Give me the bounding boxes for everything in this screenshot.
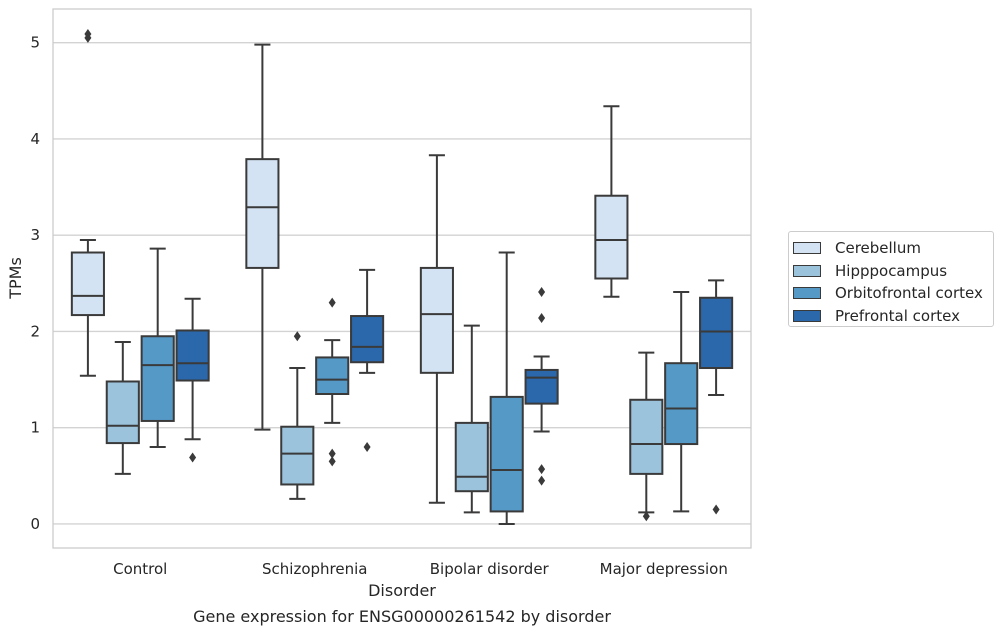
x-tick-label: Control (113, 560, 167, 578)
y-tick-label: 3 (30, 226, 40, 244)
box-group (594, 105, 629, 298)
box-group (280, 331, 315, 500)
outlier-point (328, 297, 336, 308)
box-group (350, 268, 385, 452)
box (629, 398, 664, 475)
x-tick-label: Major depression (600, 560, 728, 578)
y-tick-label: 5 (30, 34, 40, 52)
legend-label: Hipppocampus (835, 261, 948, 280)
box-group (140, 247, 175, 448)
outlier-point (293, 331, 301, 342)
outlier-point (712, 504, 720, 515)
box (419, 266, 454, 374)
box-group (70, 29, 105, 377)
box (524, 368, 559, 405)
outlier-point (84, 29, 92, 40)
legend-item: Prefrontal cortex (793, 305, 993, 328)
box-group (489, 251, 524, 525)
box (699, 296, 734, 370)
box (280, 425, 315, 486)
box (70, 251, 105, 317)
legend-swatch (793, 242, 821, 255)
legend-swatch (793, 264, 821, 277)
legend-label: Cerebellum (835, 239, 921, 258)
outlier-point (642, 511, 650, 522)
box-group (175, 297, 210, 463)
x-tick-label: Bipolar disorder (430, 560, 550, 578)
box (105, 380, 140, 445)
box (454, 421, 489, 493)
box (175, 329, 210, 382)
x-axis-title: Disorder (368, 581, 436, 600)
outlier-point (538, 286, 546, 297)
outlier-point (189, 452, 197, 463)
box-group (454, 324, 489, 514)
x-tick-label: Schizophrenia (262, 560, 367, 578)
box (140, 335, 175, 422)
y-tick-label: 0 (30, 515, 40, 533)
box (350, 315, 385, 364)
box-group (699, 279, 734, 515)
legend-label: Orbitofrontal cortex (835, 284, 983, 303)
box-group (664, 290, 699, 513)
gridlines (53, 42, 751, 525)
box (664, 362, 699, 446)
x-tick-labels: Control Schizophrenia Bipolar disorder Majo… (113, 560, 728, 578)
outlier-point (538, 475, 546, 486)
y-tick-label: 4 (30, 130, 40, 148)
y-tick-label: 2 (30, 322, 40, 340)
outlier-point (328, 448, 336, 459)
legend-item: Cerebellum (793, 237, 993, 260)
legend-label: Prefrontal cortex (835, 306, 960, 325)
legend-item: Orbitofrontal cortex (793, 282, 993, 305)
box-group (419, 154, 454, 504)
box-group (315, 297, 350, 467)
box (594, 194, 629, 280)
box (489, 395, 524, 513)
legend-item: Hipppocampus (793, 260, 993, 283)
outlier-point (538, 312, 546, 323)
outlier-point (328, 456, 336, 467)
box-groups (70, 29, 734, 525)
box-group (105, 341, 140, 475)
outlier-point (363, 441, 371, 452)
legend: Cerebellum Hipppocampus Orbitofrontal cort… (788, 231, 994, 327)
plot-frame (52, 8, 752, 549)
box-group (245, 43, 280, 431)
y-axis-title: TPMs (6, 257, 25, 300)
y-tick-labels: 0 1 2 3 4 5 (30, 34, 40, 533)
outlier-point (538, 464, 546, 475)
legend-swatch (793, 309, 821, 322)
y-tick-label: 1 (30, 419, 40, 437)
box (245, 158, 280, 269)
figure-caption: Gene expression for ENSG00000261542 by d… (193, 607, 611, 626)
box-group (524, 286, 559, 486)
box-group (629, 351, 664, 522)
legend-swatch (793, 287, 821, 300)
box (315, 356, 350, 395)
